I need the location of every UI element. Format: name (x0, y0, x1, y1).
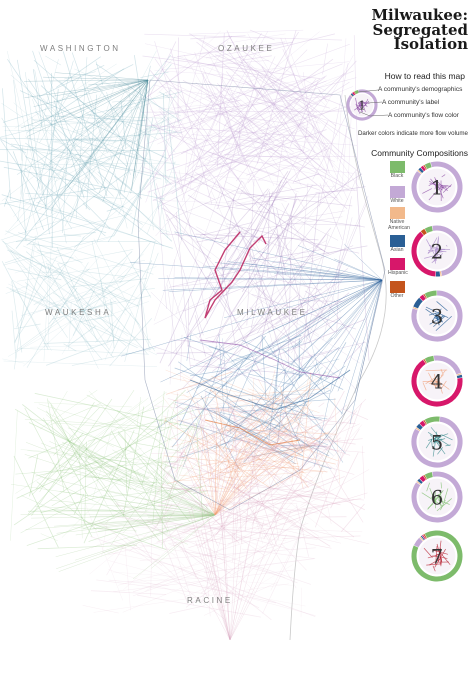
how-to-read-heading: How to read this map (384, 71, 465, 81)
county-label-milwaukee: MILWAUKEE (237, 308, 308, 317)
county-label-racine: RACINE (187, 596, 233, 605)
legend-swatch (389, 281, 405, 293)
legend-swatch (389, 207, 405, 219)
legend-label: Asian (390, 247, 404, 253)
legend-item-other: Other (388, 281, 406, 300)
legend-swatch (389, 161, 405, 173)
county-label-washington: WASHINGTON (40, 44, 121, 53)
annotation-label: A community's label (382, 99, 440, 106)
legend-label: Black (390, 173, 404, 179)
legend-swatch (389, 258, 405, 270)
title-line-3: Isolation (393, 35, 468, 53)
legend-swatch (389, 235, 405, 247)
map-title: Milwaukee: Segregated Isolation (371, 8, 468, 52)
legend-item-hispanic: Hispanic (388, 258, 408, 277)
legend-label: Hispanic (388, 270, 408, 276)
legend-item-asian: Asian (388, 235, 406, 254)
legend-item-native-american: Native American (388, 207, 410, 231)
darker-colors-note: Darker colors indicate more flow volume (357, 130, 468, 137)
title-line-2: Segregated (372, 20, 468, 39)
county-label-waukesha: WAUKESHA (45, 308, 112, 317)
annotation-demographics: A community's demographics (378, 86, 463, 93)
flow-lines (0, 29, 387, 641)
community-compositions-heading: Community Compositions (371, 148, 468, 158)
legend-item-black: Black (388, 161, 406, 180)
legend-item-white: White (388, 186, 406, 205)
title-line-1: Milwaukee: (371, 6, 468, 24)
legend-label: White (390, 198, 404, 204)
legend-label: Native American (388, 219, 410, 231)
county-label-ozaukee: OZAUKEE (218, 44, 275, 53)
annotation-flow-color: A community's flow color (388, 112, 459, 119)
legend-label: Other (390, 293, 404, 299)
legend-swatch (389, 186, 405, 198)
